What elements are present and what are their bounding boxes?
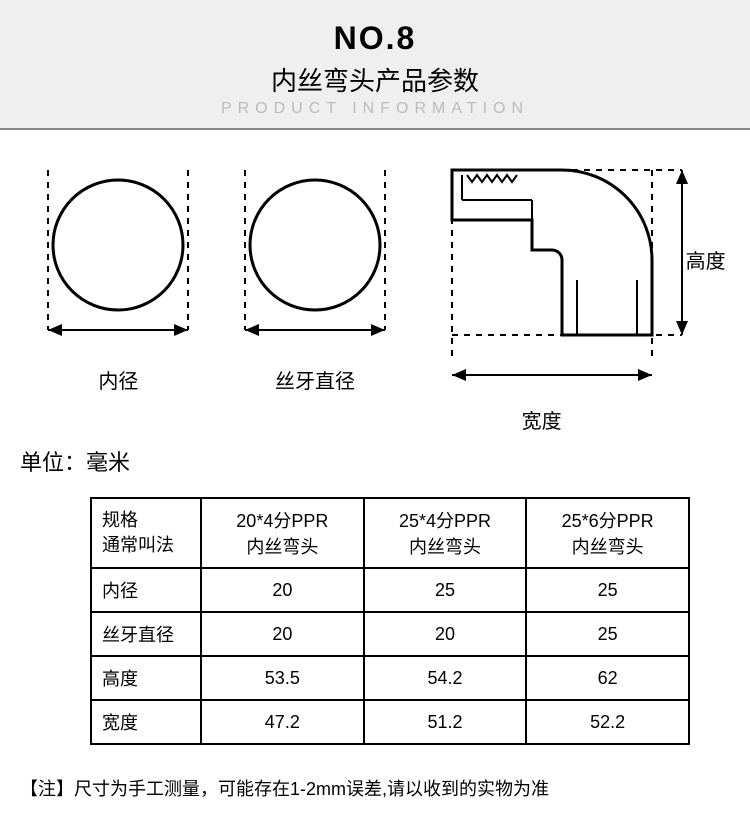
title-english: PRODUCT INFORMATION [0,100,750,118]
row2-name: 高度 [91,656,201,700]
unit-label: 单位：毫米 [0,435,750,487]
header-block: NO.8 内丝弯头产品参数 PRODUCT INFORMATION [0,0,750,130]
row3-v2: 52.2 [526,700,689,744]
row1-v2: 25 [526,612,689,656]
diagram-elbow: 高度 宽度 [422,160,722,425]
table-row: 宽度 47.2 51.2 52.2 [91,700,689,744]
row2-v1: 54.2 [364,656,527,700]
row2-v2: 62 [526,656,689,700]
elbow-svg [422,160,722,420]
table-row: 高度 53.5 54.2 62 [91,656,689,700]
diagram-inner-diameter: 内径 [28,160,208,394]
col-header-2: 25*6分PPR 内丝弯头 [526,498,689,568]
spec-table: 规格 通常叫法 20*4分PPR 内丝弯头 25*4分PPR 内丝弯头 25*6… [90,497,690,745]
diagram-thread-diameter: 丝牙直径 [225,160,405,394]
row1-v1: 20 [364,612,527,656]
diagram-row: 内径 丝牙直径 [0,130,750,435]
inner-diameter-svg [28,160,208,370]
table-corner: 规格 通常叫法 [91,498,201,568]
row1-v0: 20 [201,612,364,656]
row3-v1: 51.2 [364,700,527,744]
col1-l1: 25*4分PPR [399,511,491,531]
row3-v0: 47.2 [201,700,364,744]
product-number: NO.8 [0,20,750,57]
elbow-height-label: 高度 [686,245,726,274]
title-chinese: 内丝弯头产品参数 [0,61,750,98]
row3-name: 宽度 [91,700,201,744]
table-row: 内径 20 25 25 [91,568,689,612]
col2-l2: 内丝弯头 [572,537,644,557]
thread-diameter-svg [225,160,405,370]
row0-v0: 20 [201,568,364,612]
table-row: 丝牙直径 20 20 25 [91,612,689,656]
row1-name: 丝牙直径 [91,612,201,656]
row0-name: 内径 [91,568,201,612]
col0-l2: 内丝弯头 [246,537,318,557]
row0-v1: 25 [364,568,527,612]
footnote: 【注】尺寸为手工测量，可能存在1-2mm误差,请以收到的实物为准 [0,765,750,821]
corner-line2: 通常叫法 [102,535,174,555]
col-header-1: 25*4分PPR 内丝弯头 [364,498,527,568]
table-body: 内径 20 25 25 丝牙直径 20 20 25 高度 53.5 54.2 6… [91,568,689,744]
spec-table-wrap: 规格 通常叫法 20*4分PPR 内丝弯头 25*4分PPR 内丝弯头 25*6… [0,487,750,765]
row2-v0: 53.5 [201,656,364,700]
col1-l2: 内丝弯头 [409,537,481,557]
corner-line1: 规格 [102,510,138,530]
col2-l1: 25*6分PPR [562,511,654,531]
col0-l1: 20*4分PPR [236,511,328,531]
table-header-row: 规格 通常叫法 20*4分PPR 内丝弯头 25*4分PPR 内丝弯头 25*6… [91,498,689,568]
row0-v2: 25 [526,568,689,612]
elbow-width-label: 宽度 [522,405,562,434]
col-header-0: 20*4分PPR 内丝弯头 [201,498,364,568]
